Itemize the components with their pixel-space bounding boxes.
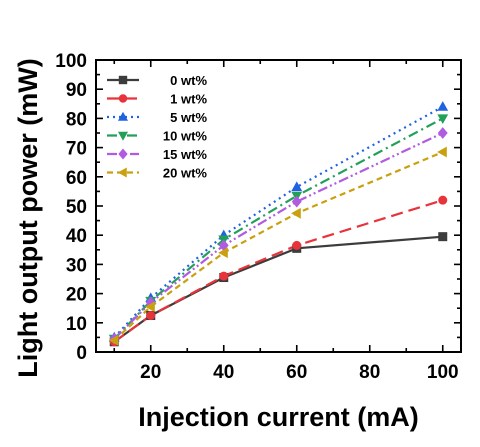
y-tick-label: 70 (66, 139, 87, 160)
legend-label: 15 wt% (163, 147, 208, 162)
series-line-1 (113, 199, 444, 343)
data-point (218, 247, 228, 259)
data-point (218, 239, 229, 252)
y-tick-label: 80 (66, 109, 87, 130)
data-point (145, 301, 155, 313)
legend-label: 1 wt% (170, 92, 207, 107)
data-point (437, 101, 449, 111)
y-axis-title: Light output power (mW) (13, 58, 43, 377)
y-tick-label: 60 (66, 168, 87, 189)
x-tick-label: 40 (213, 362, 234, 383)
legend-marker (118, 94, 128, 103)
legend-marker (117, 111, 129, 121)
y-tick-label: 40 (66, 226, 87, 247)
data-point (145, 296, 156, 309)
legend-label: 10 wt% (163, 129, 208, 144)
data-point (291, 195, 302, 208)
legend-item: 0 wt% (107, 73, 207, 88)
data-point (219, 271, 229, 281)
y-tick-label: 10 (66, 314, 87, 335)
data-point (437, 114, 449, 125)
x-axis-title: Injection current (mA) (138, 402, 419, 432)
legend: 0 wt% 1 wt% 5 wt% 10 wt% 15 wt% 20 wt% (107, 73, 207, 181)
data-point (438, 195, 448, 205)
data-point (437, 146, 447, 158)
data-point (292, 240, 302, 250)
data-point (108, 334, 119, 346)
y-tick-label: 90 (66, 80, 87, 101)
data-point (437, 127, 448, 139)
legend-marker (117, 131, 129, 141)
data-point (146, 311, 156, 320)
legend-item: 10 wt% (107, 129, 207, 144)
legend-item: 1 wt% (107, 92, 207, 107)
series-markers (108, 101, 449, 347)
y-tick-label: 100 (55, 51, 87, 72)
legend-item: 20 wt% (107, 166, 207, 181)
data-point (291, 207, 301, 219)
x-tick-label: 80 (359, 362, 380, 383)
legend-label: 20 wt% (163, 166, 208, 181)
legend-marker (118, 148, 128, 160)
legend-item: 15 wt% (107, 147, 207, 162)
y-tick-label: 50 (66, 197, 87, 218)
axes: 20 40 60 80 100 0 10 20 30 40 50 60 70 80 90 100 (55, 51, 462, 383)
y-tick-label: 0 (76, 343, 87, 364)
legend-item: 5 wt% (107, 110, 207, 125)
legend-marker (118, 75, 128, 85)
y-tick-label: 20 (66, 285, 87, 306)
data-point (438, 232, 448, 242)
legend-marker (117, 167, 127, 178)
x-tick-label: 60 (286, 362, 307, 383)
legend-label: 5 wt% (170, 110, 207, 125)
x-tick-label: 100 (427, 362, 459, 383)
x-tick-label: 20 (140, 362, 161, 383)
data-point (291, 181, 303, 192)
legend-label: 0 wt% (170, 73, 207, 88)
y-tick-label: 30 (66, 255, 87, 276)
